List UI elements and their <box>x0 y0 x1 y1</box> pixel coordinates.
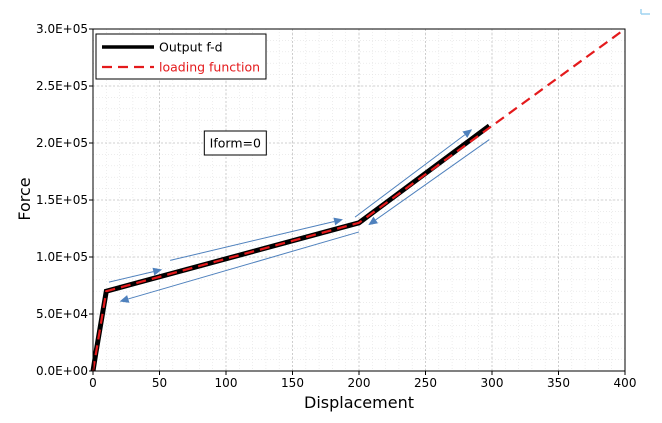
direction-arrow-head <box>119 295 130 303</box>
y-tick-label: 2.0E+05 <box>36 136 88 150</box>
direction-arrow-head <box>368 216 378 226</box>
direction-arrow-head <box>152 267 163 276</box>
direction-arrow-head <box>462 129 473 138</box>
direction-arrow-line <box>375 139 490 221</box>
legend: Output f-d loading function <box>95 33 267 80</box>
x-tick-label: 0 <box>89 376 97 390</box>
x-tick-label: 100 <box>215 376 238 390</box>
x-tick-label: 400 <box>614 376 637 390</box>
axis-ticks: 0 50 100 150 200 250 300 350 400 0.0E+00 5.0E+04 1.… <box>36 22 636 390</box>
annotation-text: Iform=0 <box>210 136 261 151</box>
annotation-box <box>203 130 267 156</box>
x-tick-label: 200 <box>348 376 371 390</box>
direction-arrows <box>108 129 490 303</box>
y-tick-label: 1.5E+05 <box>36 193 88 207</box>
y-tick-label: 5.0E+04 <box>36 307 88 321</box>
direction-arrow-line <box>108 271 154 283</box>
y-axis-title: Force <box>15 177 34 220</box>
direction-arrow-line <box>354 134 466 218</box>
x-tick-label: 50 <box>152 376 167 390</box>
direction-arrow-line <box>170 220 335 261</box>
x-tick-label: 150 <box>281 376 304 390</box>
x-axis-title: Displacement <box>304 393 414 412</box>
y-tick-label: 2.5E+05 <box>36 79 88 93</box>
x-tick-label: 250 <box>414 376 437 390</box>
y-tick-label: 1.0E+05 <box>36 250 88 264</box>
major-grid <box>93 29 625 371</box>
legend-box <box>95 33 267 80</box>
y-tick-label: 3.0E+05 <box>36 22 88 36</box>
x-tick-label: 350 <box>547 376 570 390</box>
series-line-loading-function <box>91 28 626 372</box>
y-tick-label: 0.0E+00 <box>36 364 88 378</box>
direction-arrow-line <box>128 231 360 300</box>
direction-arrow-head <box>333 217 343 226</box>
legend-label-loading-function: loading function <box>159 60 260 75</box>
x-tick-label: 300 <box>481 376 504 390</box>
annotation-iform: Iform=0 <box>203 130 267 156</box>
legend-label-output: Output f-d <box>159 40 223 55</box>
series-layer <box>90 28 626 372</box>
